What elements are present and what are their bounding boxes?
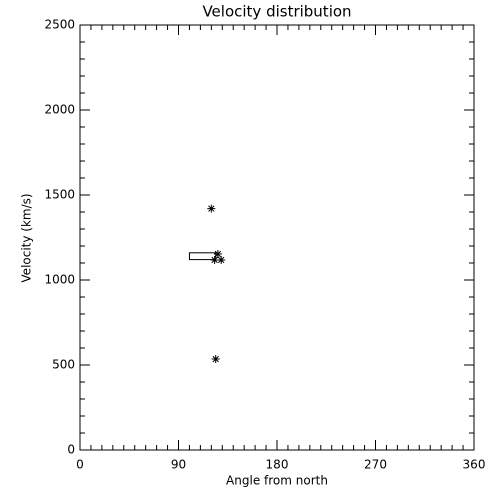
y-tick-label: 2000 xyxy=(44,103,75,117)
point xyxy=(217,255,226,264)
y-tick-label: 0 xyxy=(67,443,75,457)
y-tick-label: 1500 xyxy=(44,188,75,202)
chart-title: Velocity distribution xyxy=(202,3,351,21)
x-tick-label: 180 xyxy=(266,458,289,472)
x-tick-label: 90 xyxy=(171,458,186,472)
y-tick-label: 1000 xyxy=(44,273,75,287)
y-axis-label: Velocity (km/s) xyxy=(20,193,34,282)
x-tick-label: 360 xyxy=(463,458,486,472)
y-tick-label: 2500 xyxy=(44,18,75,32)
point xyxy=(213,249,222,258)
point xyxy=(210,255,219,264)
x-tick-label: 270 xyxy=(364,458,387,472)
point xyxy=(211,355,220,364)
y-tick-label: 500 xyxy=(52,358,75,372)
x-tick-label: 0 xyxy=(76,458,84,472)
x-axis-label: Angle from north xyxy=(226,474,328,488)
point xyxy=(207,204,216,213)
plot-frame xyxy=(79,24,475,451)
range-box xyxy=(188,252,217,261)
